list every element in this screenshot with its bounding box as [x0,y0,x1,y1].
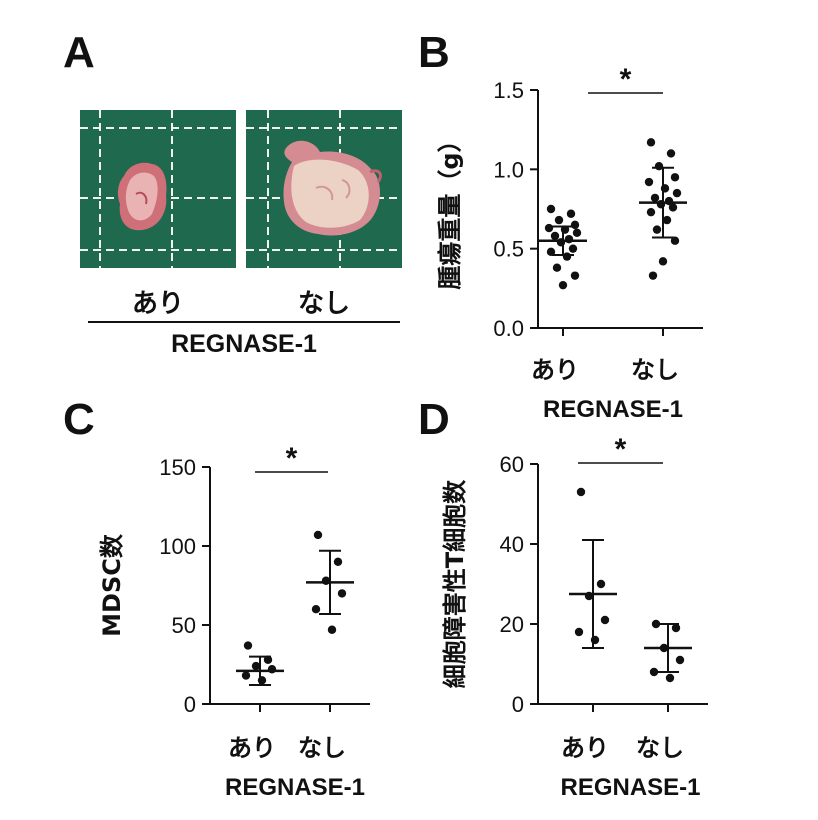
category-label: あり [228,734,276,762]
data-point [241,671,251,680]
cutting-mat-grid [80,110,236,268]
category-label: なし [298,734,346,762]
data-point [333,557,343,566]
data-point [670,236,680,245]
data-point [243,641,253,650]
data-point [665,673,675,683]
y-tick-label: 1.0 [493,157,524,182]
significance-star: * [615,433,627,466]
category-label: なし [636,734,684,762]
data-point [662,215,672,225]
x-axis-title: REGNASE-1 [225,774,365,801]
data-point [675,655,685,665]
data-point [576,487,586,497]
small-tumor-image [117,162,167,231]
y-axis-title: 腫瘍重量（g） [436,128,464,289]
panel-a-letter: A [63,28,95,77]
data-point [650,193,660,203]
data-point [648,271,658,280]
data-point [652,225,662,234]
panel-a-gene-label: REGNASE-1 [171,330,317,358]
data-point [596,579,606,589]
category-label: あり [561,734,609,762]
data-point [658,257,668,266]
data-point [550,231,560,241]
data-point [670,173,680,182]
category-label: あり [531,356,579,384]
data-point [546,247,556,257]
data-point [570,220,580,230]
panel-d-letter: D [418,395,450,444]
tumor-weight-chart: 0.0 0.5 1.0 1.5 あり なし REGNASE-1 腫瘍重量（g） * [436,63,703,423]
data-point [263,655,273,664]
y-tick-label: 0 [512,692,524,717]
panel-c-letter: C [63,395,95,444]
y-tick-label: 40 [500,532,524,557]
significance-star: * [286,442,298,475]
data-point [544,223,554,233]
data-point [554,215,564,225]
tumor-photo-with-regnase [80,110,236,268]
data-point [564,234,574,244]
category-label: なし [631,356,679,384]
data-point [562,252,572,261]
data-point [311,605,321,614]
data-point [574,627,584,637]
data-point [666,149,676,158]
panel-b-letter: B [418,28,450,77]
data-point [651,619,661,629]
large-tumor-image [283,140,382,236]
data-point [654,161,664,171]
data-point [251,661,261,671]
y-axis-title: MDSC数 [98,533,126,637]
data-point [570,271,580,280]
data-point [672,188,682,198]
y-tick-label: 20 [500,612,524,637]
y-axis-title: 細胞障害性T細胞数 [441,479,469,688]
data-point [552,263,562,272]
data-point [649,667,659,677]
x-axis-title: REGNASE-1 [560,774,700,801]
data-point [566,209,576,218]
data-point [313,530,323,540]
data-point [337,589,347,598]
data-point [558,280,568,290]
y-tick-label: 150 [159,455,196,480]
cytotoxic-t-cell-chart: 0 20 40 60 あり なし REGNASE-1 細胞障害性T細胞数 * [441,433,708,801]
data-point [671,623,681,633]
y-tick-label: 50 [172,613,196,638]
y-tick-label: 100 [159,534,196,559]
data-point [572,228,582,237]
data-point [321,576,331,585]
x-axis-title: REGNASE-1 [543,396,683,423]
data-point [600,615,610,625]
data-point [646,207,656,217]
y-tick-label: 0.5 [493,237,524,262]
mdsc-count-chart: 0 50 100 150 あり なし REGNASE-1 MDSC数 * [98,442,370,801]
y-tick-label: 0 [184,692,196,717]
data-point [327,625,337,634]
photo-label-nashi: なし [297,289,350,319]
data-point [668,203,678,212]
photo-label-ari: あり [131,289,184,319]
data-point [546,204,556,214]
data-point [267,665,277,674]
y-tick-label: 0.0 [493,316,524,341]
y-tick-label: 1.5 [493,78,524,103]
group-underline [88,321,400,323]
data-point [568,244,578,253]
significance-star: * [620,63,632,96]
data-point [646,138,656,147]
tumor-photo-without-regnase [246,110,402,268]
y-tick-label: 60 [500,452,524,477]
data-point [644,177,654,187]
